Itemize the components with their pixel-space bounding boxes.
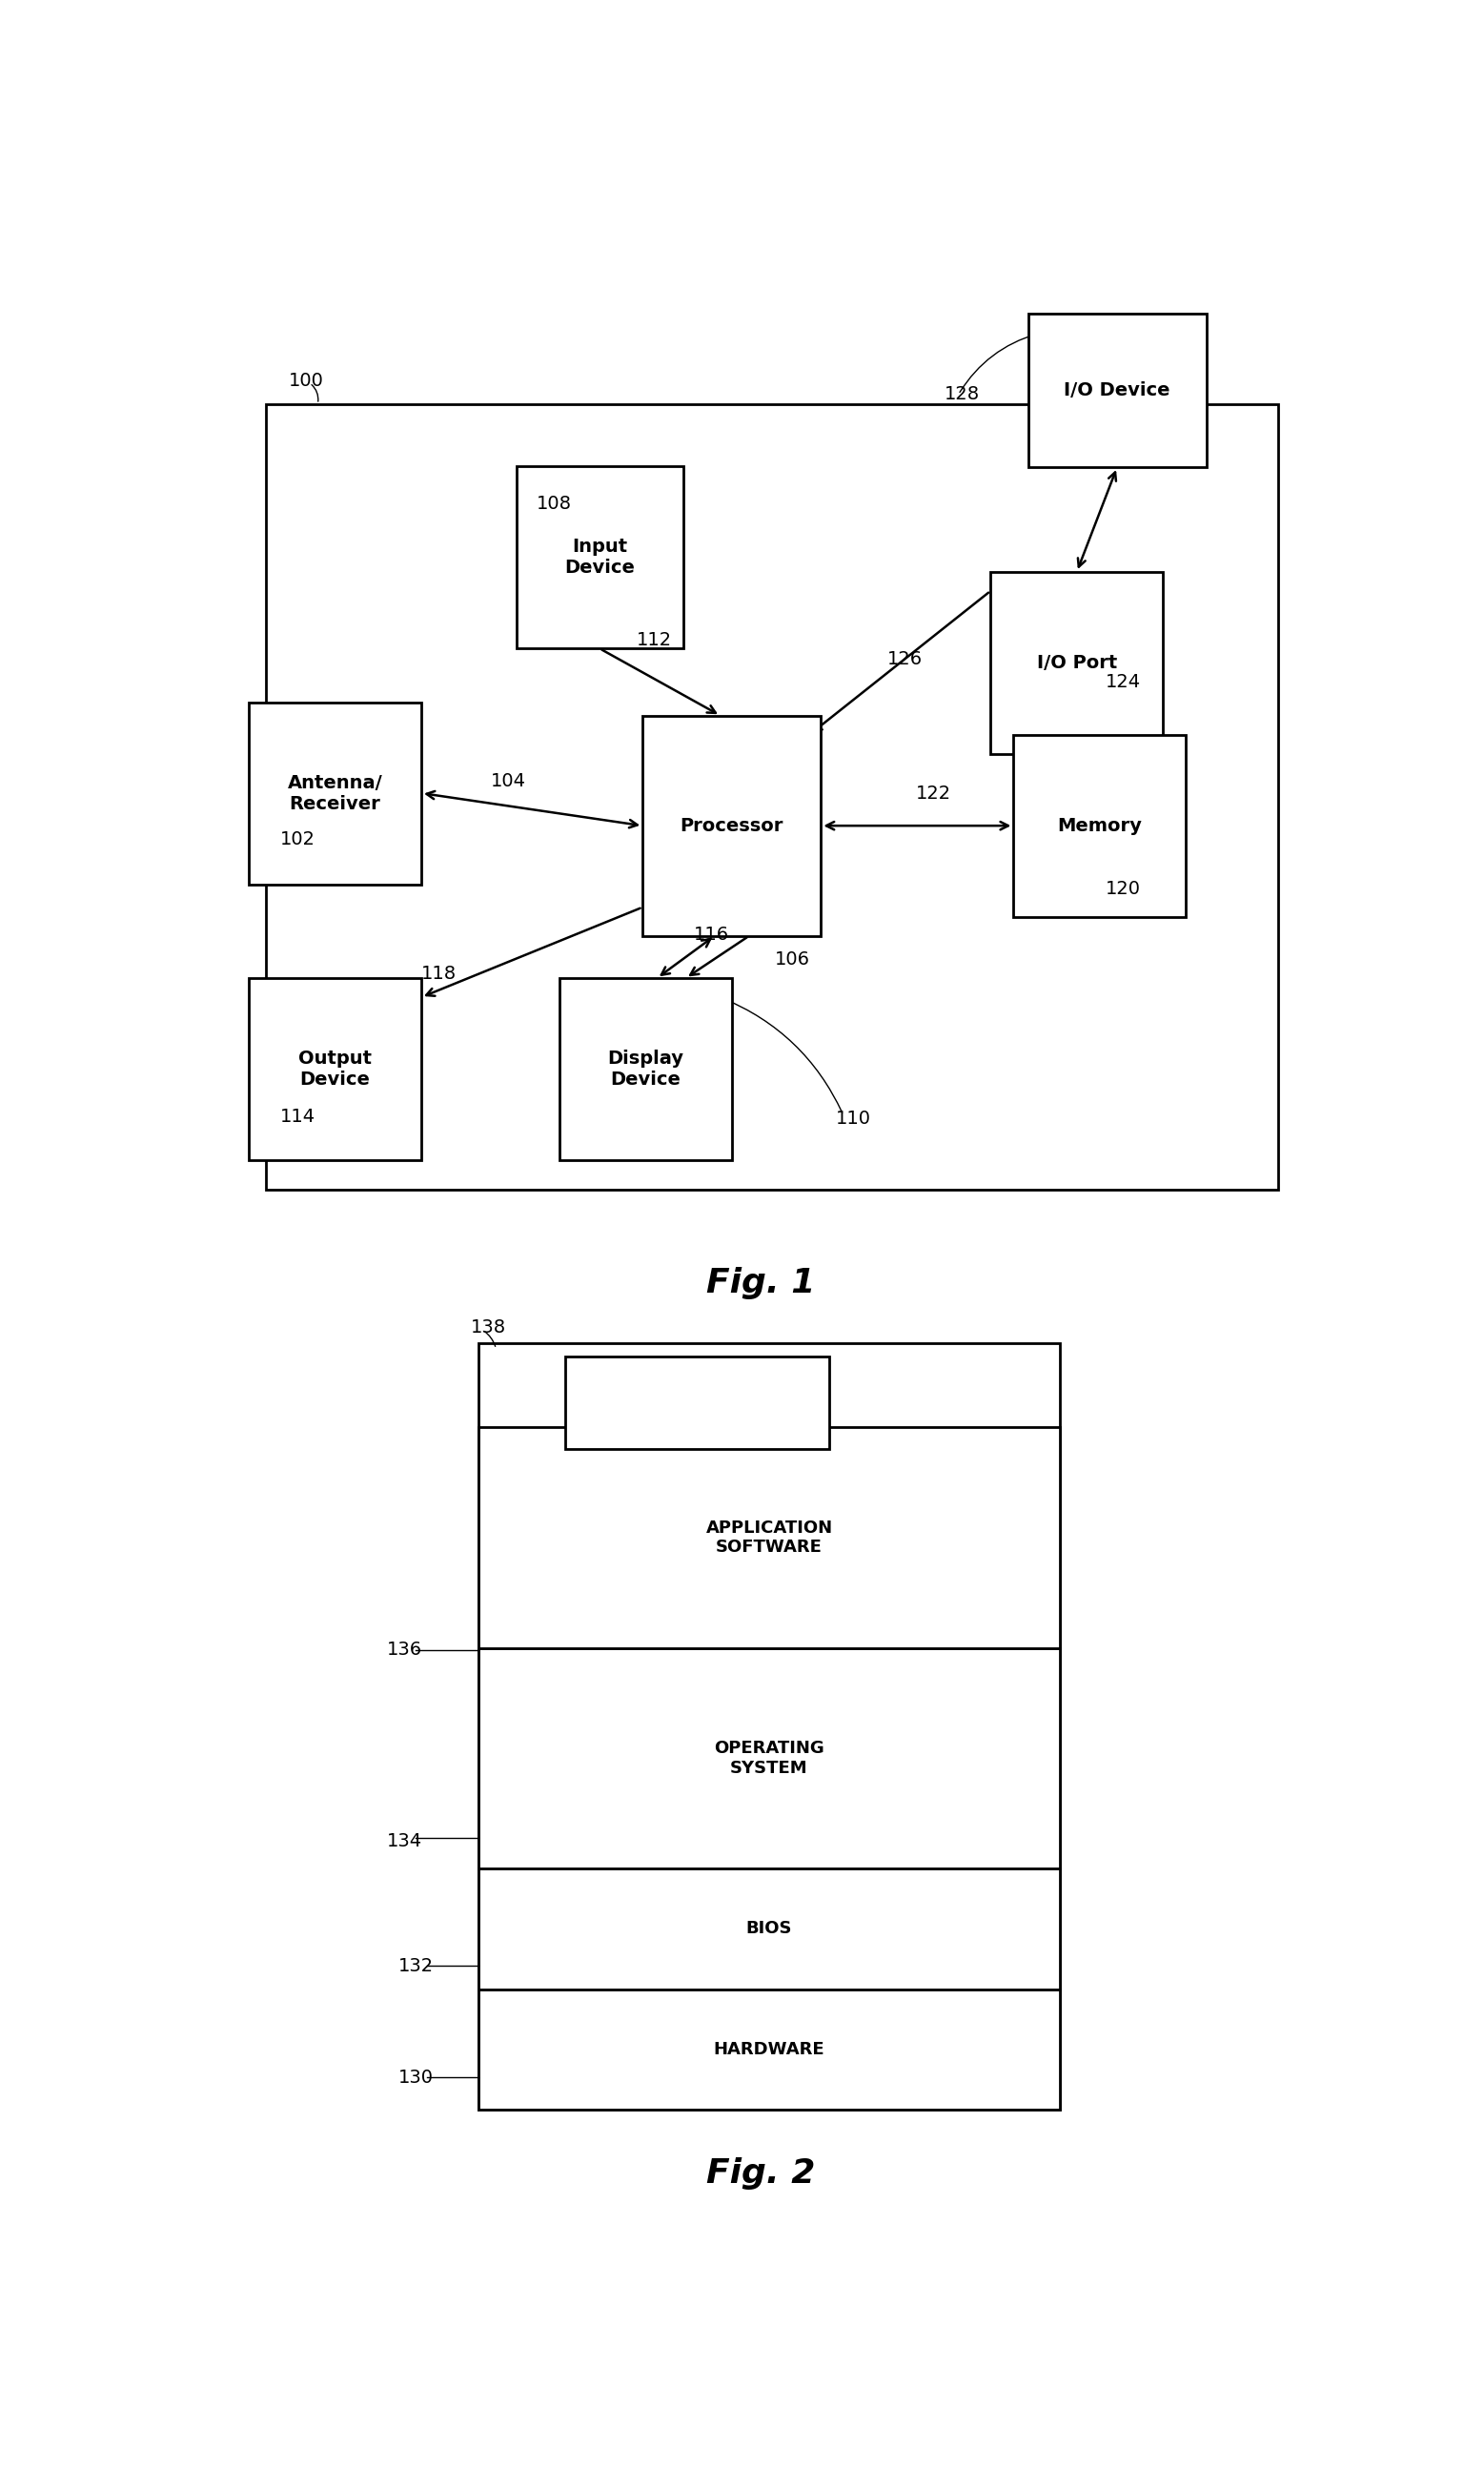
- FancyBboxPatch shape: [1028, 314, 1206, 468]
- Text: 122: 122: [916, 784, 951, 801]
- FancyBboxPatch shape: [266, 403, 1278, 1190]
- Text: I/O Port: I/O Port: [1037, 655, 1117, 672]
- FancyBboxPatch shape: [479, 1648, 1060, 1869]
- FancyBboxPatch shape: [565, 1357, 830, 1449]
- Text: HARDWARE: HARDWARE: [714, 2041, 825, 2058]
- Text: 126: 126: [887, 650, 923, 667]
- FancyBboxPatch shape: [479, 1989, 1060, 2111]
- FancyBboxPatch shape: [991, 572, 1163, 754]
- FancyBboxPatch shape: [479, 1344, 1060, 2111]
- Text: BIOS: BIOS: [746, 1919, 792, 1936]
- FancyBboxPatch shape: [1014, 734, 1186, 916]
- FancyBboxPatch shape: [249, 702, 421, 884]
- Text: 110: 110: [835, 1110, 871, 1128]
- Text: 120: 120: [1106, 881, 1141, 899]
- FancyBboxPatch shape: [479, 1429, 1060, 1648]
- Text: Memory: Memory: [1058, 816, 1143, 834]
- Text: OPERATING
SYSTEM: OPERATING SYSTEM: [714, 1740, 824, 1777]
- Text: 114: 114: [280, 1108, 315, 1125]
- FancyBboxPatch shape: [643, 714, 821, 936]
- Text: 134: 134: [387, 1832, 421, 1849]
- Text: 130: 130: [398, 2068, 433, 2086]
- FancyBboxPatch shape: [249, 978, 421, 1160]
- Text: 102: 102: [280, 831, 315, 849]
- Text: 116: 116: [695, 926, 729, 943]
- FancyBboxPatch shape: [516, 465, 683, 650]
- Text: 138: 138: [470, 1319, 506, 1337]
- Text: 118: 118: [421, 963, 457, 983]
- Text: Fig. 2: Fig. 2: [706, 2158, 815, 2190]
- Text: Processor: Processor: [680, 816, 784, 834]
- Text: Input
Device: Input Device: [564, 538, 635, 577]
- Text: 108: 108: [536, 495, 571, 513]
- Text: 106: 106: [775, 951, 810, 968]
- Text: 104: 104: [490, 772, 525, 792]
- Text: APPLICATION
SOFTWARE: APPLICATION SOFTWARE: [706, 1518, 833, 1556]
- FancyBboxPatch shape: [479, 1869, 1060, 1989]
- FancyBboxPatch shape: [559, 978, 732, 1160]
- Text: 128: 128: [944, 386, 979, 403]
- Text: Antenna/
Receiver: Antenna/ Receiver: [288, 774, 383, 814]
- Text: I/O Device: I/O Device: [1064, 381, 1171, 401]
- Text: 124: 124: [1106, 672, 1141, 692]
- Text: Output
Device: Output Device: [298, 1050, 371, 1088]
- Text: Display
Device: Display Device: [607, 1050, 684, 1088]
- Text: 112: 112: [637, 630, 672, 650]
- Text: 136: 136: [387, 1640, 421, 1658]
- Text: 100: 100: [289, 371, 324, 391]
- Text: 132: 132: [398, 1956, 433, 1976]
- Text: Fig. 1: Fig. 1: [706, 1267, 815, 1299]
